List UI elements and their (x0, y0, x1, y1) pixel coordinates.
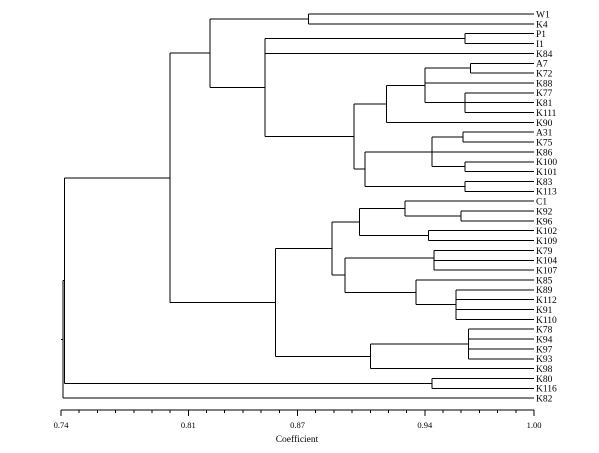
leaf-label: K75 (536, 138, 553, 148)
leaf-label: K79 (536, 247, 553, 257)
leaf-label: K4 (536, 20, 548, 30)
leaf-label: K90 (536, 119, 553, 129)
leaf-label: K102 (536, 227, 557, 237)
leaf-label: K109 (536, 237, 557, 247)
x-tick-label: 0.74 (54, 420, 70, 430)
x-axis-title: Coefficient (276, 434, 319, 445)
leaf-label: K82 (536, 395, 553, 405)
leaf-label: K86 (536, 148, 553, 158)
leaf-label: K113 (536, 188, 557, 198)
leaf-label: K84 (536, 50, 553, 60)
leaf-label: C1 (536, 198, 547, 208)
leaf-label: A7 (536, 60, 548, 70)
coefficient-axis: 0.74 0.81 0.87 0.94 1.00 (54, 409, 542, 430)
leaf-label: W1 (536, 10, 550, 20)
leaf-label: A31 (536, 129, 553, 139)
leaf-label: K97 (536, 345, 553, 355)
leaf-label: K100 (536, 158, 557, 168)
leaf-label: K88 (536, 79, 553, 89)
leaf-label: K83 (536, 178, 553, 188)
leaf-label: K77 (536, 89, 553, 99)
leaf-labels: W1K4P1I1K84A7K72K88K77K81K111K90A31K75K8… (536, 10, 557, 404)
leaf-label: K101 (536, 168, 557, 178)
leaf-label: K107 (536, 267, 557, 277)
x-tick-label: 0.94 (417, 420, 433, 430)
leaf-label: K112 (536, 296, 557, 306)
leaf-label: K78 (536, 326, 553, 336)
leaf-label: K94 (536, 335, 553, 345)
leaf-label: K116 (536, 385, 557, 395)
leaf-label: K110 (536, 316, 557, 326)
leaf-label: K91 (536, 306, 553, 316)
x-tick-label: 0.81 (181, 420, 196, 430)
leaf-label: P1 (536, 30, 546, 40)
leaf-label: K93 (536, 355, 553, 365)
leaf-label: K92 (536, 207, 553, 217)
x-tick-label: 1.00 (527, 420, 542, 430)
leaf-label: K81 (536, 99, 553, 109)
leaf-label: K111 (536, 109, 557, 119)
leaf-label: K98 (536, 365, 553, 375)
dendrogram-branches (61, 13, 534, 399)
leaf-label: K85 (536, 276, 553, 286)
leaf-label: K96 (536, 217, 553, 227)
leaf-label: K104 (536, 257, 557, 267)
leaf-label: I1 (536, 40, 544, 50)
leaf-label: K89 (536, 286, 553, 296)
leaf-label: K72 (536, 70, 553, 80)
leaf-label: K80 (536, 375, 553, 385)
x-tick-label: 0.87 (290, 420, 305, 430)
